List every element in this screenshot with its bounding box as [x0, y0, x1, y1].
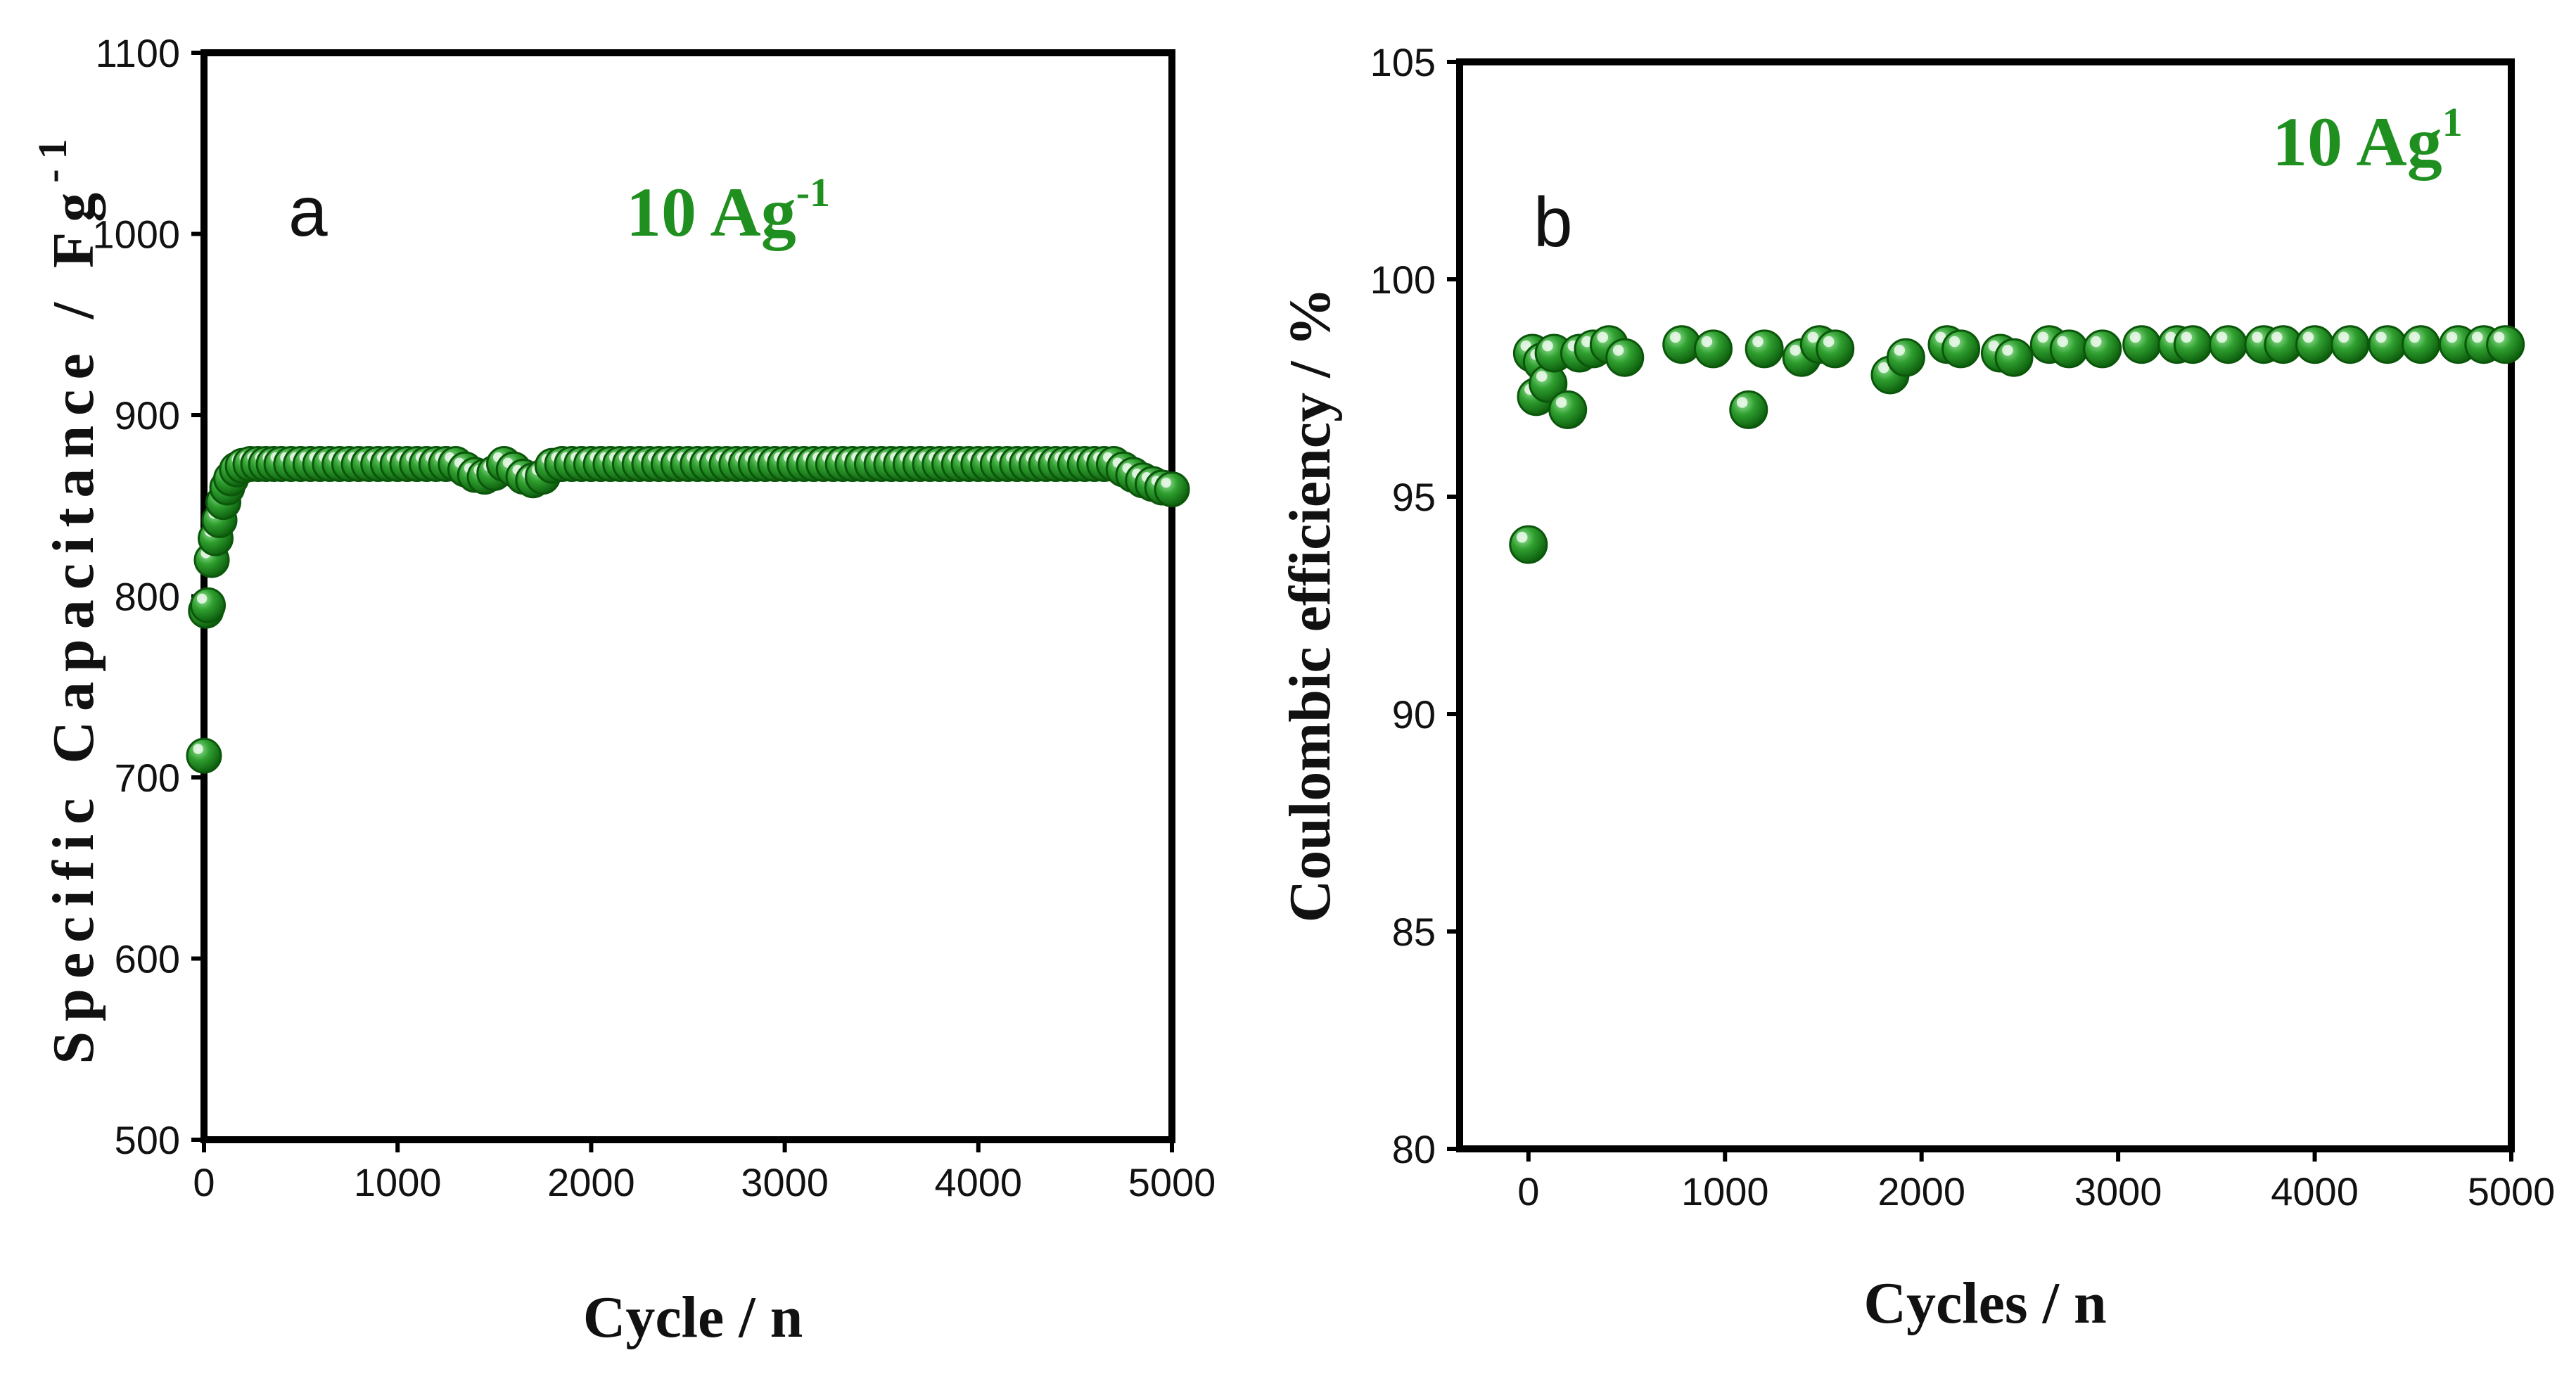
panel-b-x-axis-title: Cycles / n [1863, 1271, 2106, 1336]
data-point [2049, 329, 2089, 369]
data-point [1693, 329, 1733, 369]
panel-b-axes: 0 1000 2000 3000 4000 5000 80 85 90 95 100 105 [1370, 40, 2556, 1214]
panel-a-chart: 0 1000 2000 3000 4000 5000 500 600 700 800 900 1000… [30, 31, 1216, 1350]
data-point [1509, 525, 1548, 564]
x-tick-label: 2000 [547, 1160, 635, 1204]
data-point [2330, 325, 2370, 364]
panel-b-current-density-annotation: 10 Ag1 [2272, 99, 2463, 181]
data-point [1745, 329, 1784, 369]
y-tick-label: 100 [1370, 257, 1436, 302]
x-tick-label: 4000 [935, 1160, 1023, 1204]
data-point [1886, 338, 1925, 377]
y-tick-label: 85 [1392, 910, 1436, 954]
y-tick-label: 90 [1392, 692, 1436, 737]
x-tick-label: 0 [193, 1160, 215, 1204]
y-tick-label: 800 [115, 575, 180, 619]
panel-a-current-density-annotation: 10 Ag-1 [626, 170, 830, 251]
data-point [1154, 471, 1190, 508]
panel-b-label: b [1534, 183, 1573, 262]
data-point [2486, 325, 2525, 364]
data-point [2173, 325, 2212, 364]
x-tick-label: 5000 [2468, 1169, 2556, 1214]
x-tick-label: 4000 [2271, 1169, 2359, 1214]
panel-a-y-axis-title: Specific Capacitance / Fg-1 [30, 129, 106, 1064]
data-point [1941, 329, 1981, 369]
panel-b-plot-frame [1456, 58, 2515, 1152]
y-tick-label: 80 [1392, 1127, 1436, 1171]
y-tick-label: 105 [1370, 40, 1436, 84]
x-tick-label: 1000 [354, 1160, 442, 1204]
data-point [2401, 325, 2440, 364]
data-point [1605, 338, 1645, 377]
y-tick-label: 1100 [96, 31, 180, 75]
x-tick-label: 3000 [741, 1160, 829, 1204]
panel-b-data-points [1509, 325, 2525, 564]
panel-a-label: a [288, 172, 328, 251]
data-point [1994, 338, 2034, 377]
panel-a-x-axis-title: Cycle / n [583, 1285, 803, 1350]
data-point [2295, 325, 2335, 364]
data-point [2368, 325, 2407, 364]
panel-a-data-points [186, 446, 1190, 774]
data-point [1816, 329, 1855, 369]
y-tick-label: 700 [115, 756, 180, 800]
data-point [1548, 390, 1588, 429]
y-tick-label: 500 [115, 1118, 180, 1162]
y-tick-label: 600 [115, 937, 180, 981]
data-point [186, 737, 222, 774]
data-point [1729, 390, 1768, 429]
x-tick-label: 2000 [1877, 1169, 1965, 1214]
panel-a-axes: 0 1000 2000 3000 4000 5000 500 600 700 800 900 1000… [92, 31, 1216, 1204]
y-tick-label: 900 [115, 393, 180, 438]
data-point [1662, 325, 1702, 364]
x-tick-label: 0 [1517, 1169, 1539, 1214]
panel-b-y-axis-title: Coulombic efficiency / % [1277, 288, 1343, 923]
panel-b-chart: 0 1000 2000 3000 4000 5000 80 85 90 95 100 105 b 10… [1277, 40, 2555, 1336]
x-tick-label: 5000 [1128, 1160, 1216, 1204]
data-point [2083, 329, 2122, 369]
y-tick-label: 1000 [92, 212, 180, 257]
data-point [2209, 325, 2248, 364]
data-point [2122, 325, 2162, 364]
data-point [190, 587, 227, 623]
x-tick-label: 3000 [2074, 1169, 2162, 1214]
x-tick-label: 1000 [1681, 1169, 1769, 1214]
y-tick-label: 95 [1392, 475, 1436, 519]
